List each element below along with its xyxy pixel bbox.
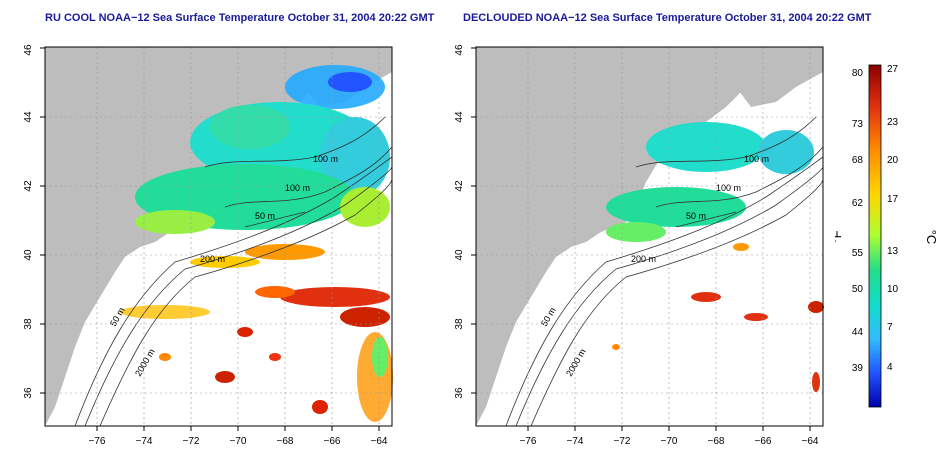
- left-map-frame: 100 m 100 m 50 m 200 m 50 m 2000 m: [23, 44, 393, 447]
- lon-label: −74: [567, 436, 584, 447]
- land-mass: [476, 47, 796, 426]
- contour-label-100m-a: 100 m: [313, 154, 338, 164]
- lat-label: 44: [23, 111, 34, 123]
- axis-ticks: [471, 47, 811, 431]
- left-map-title: RU COOL NOAA−12 Sea Surface Temperature …: [45, 12, 435, 24]
- contour-label-100m-b: 100 m: [716, 183, 741, 193]
- lat-label: 36: [454, 387, 465, 399]
- c-tick-label: 7: [887, 322, 893, 333]
- contour-label-50m-a: 50 m: [255, 211, 275, 221]
- contour-label-100m-b: 100 m: [285, 183, 310, 193]
- lat-label: 36: [23, 387, 34, 399]
- contour-label-200m: 200 m: [631, 254, 656, 264]
- graticule: [45, 47, 392, 426]
- right-map-title: DECLOUDED NOAA−12 Sea Surface Temperatur…: [463, 12, 872, 24]
- lon-label: −68: [277, 436, 294, 447]
- contour-label-100m-a: 100 m: [744, 154, 769, 164]
- lon-label: −68: [708, 436, 725, 447]
- bathymetry-contours: [74, 116, 393, 427]
- fahrenheit-ticks: 80 73 68 62 55 50 44 39: [852, 68, 864, 374]
- axis-ticks: [40, 47, 380, 431]
- lon-label: −76: [520, 436, 537, 447]
- lon-label: −64: [802, 436, 819, 447]
- lat-label: 38: [23, 318, 34, 330]
- bathymetry-contours: [505, 116, 824, 427]
- f-tick-label: 39: [852, 363, 864, 374]
- lat-label: 42: [454, 180, 465, 192]
- lon-label: −66: [324, 436, 341, 447]
- contour-label-50m-a: 50 m: [686, 211, 706, 221]
- lat-label: 38: [454, 318, 465, 330]
- lon-label: −66: [755, 436, 772, 447]
- c-tick-label: 13: [887, 246, 899, 257]
- lon-label: −70: [661, 436, 678, 447]
- lon-label: −72: [183, 436, 200, 447]
- lat-label: 42: [23, 180, 34, 192]
- f-tick-label: 50: [852, 284, 864, 295]
- c-tick-label: 4: [887, 362, 893, 373]
- f-tick-label: 68: [852, 155, 864, 166]
- land-mass: [45, 47, 365, 426]
- right-map-frame: 100 m 100 m 50 m 200 m 50 m 2000 m: [454, 44, 824, 447]
- lon-label: −64: [371, 436, 388, 447]
- lat-label: 46: [454, 44, 465, 56]
- lon-label: −70: [230, 436, 247, 447]
- left-sst-map: 100 m 100 m 50 m 200 m 50 m 2000 m: [23, 44, 393, 447]
- f-tick-label: 55: [852, 248, 864, 259]
- f-tick-label: 80: [852, 68, 864, 79]
- lat-tick-labels: 36 38 40 42 44 46: [454, 44, 465, 399]
- graticule: [476, 47, 823, 426]
- f-tick-label: 73: [852, 119, 864, 130]
- right-sst-map: 100 m 100 m 50 m 200 m 50 m 2000 m: [454, 44, 824, 447]
- c-tick-label: 17: [887, 194, 899, 205]
- lat-label: 46: [23, 44, 34, 56]
- contour-label-200m: 200 m: [200, 254, 225, 264]
- sst-patches: [606, 122, 824, 392]
- lat-label: 44: [454, 111, 465, 123]
- lat-label: 40: [23, 249, 34, 261]
- colorbar-gradient: [868, 64, 882, 408]
- map-border: [44, 46, 393, 427]
- lon-label: −72: [614, 436, 631, 447]
- f-tick-label: 62: [852, 198, 864, 209]
- lat-tick-labels: 36 38 40 42 44 46: [23, 44, 34, 399]
- c-tick-label: 23: [887, 117, 899, 128]
- lon-label: −76: [89, 436, 106, 447]
- fahrenheit-unit-label: °F: [835, 230, 844, 243]
- lon-tick-labels: −76 −74 −72 −70 −68 −66 −64: [89, 436, 388, 447]
- map-border: [475, 46, 824, 427]
- c-tick-label: 27: [887, 64, 899, 75]
- celsius-ticks: 27 23 20 17 13 10 7 4: [887, 64, 899, 373]
- c-tick-label: 20: [887, 155, 899, 166]
- lon-tick-labels: −76 −74 −72 −70 −68 −66 −64: [520, 436, 819, 447]
- temperature-colorbar: 80 73 68 62 55 50 44 39 27 23 20 17 13 1…: [835, 64, 939, 408]
- celsius-unit-label: °C: [924, 230, 939, 245]
- lat-label: 40: [454, 249, 465, 261]
- lon-label: −74: [136, 436, 153, 447]
- land-mass-north: [706, 47, 823, 107]
- f-tick-label: 44: [852, 327, 864, 338]
- c-tick-label: 10: [887, 284, 899, 295]
